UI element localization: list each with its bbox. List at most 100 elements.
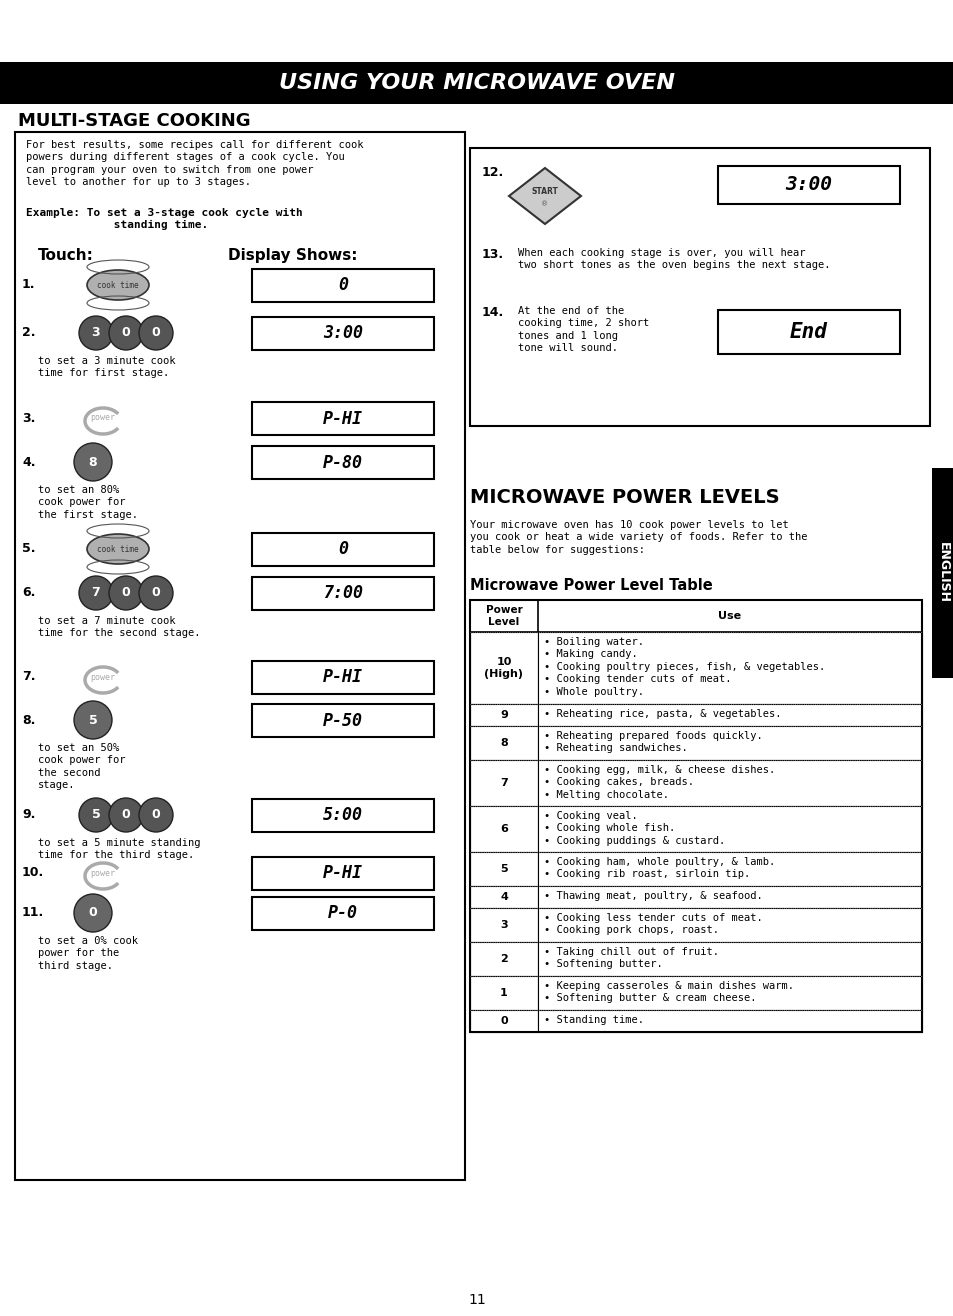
Text: 0: 0 <box>337 541 348 558</box>
Text: ®: ® <box>541 201 548 207</box>
Text: 9.: 9. <box>22 808 35 821</box>
Text: 3:00: 3:00 <box>784 175 832 195</box>
Bar <box>470 704 537 726</box>
Text: • Cooking egg, milk, & cheese dishes.
• Cooking cakes, breads.
• Melting chocola: • Cooking egg, milk, & cheese dishes. • … <box>543 765 775 800</box>
Text: power: power <box>91 869 115 878</box>
Text: START: START <box>531 187 558 196</box>
Text: 0: 0 <box>152 808 160 821</box>
Bar <box>718 166 899 204</box>
Bar <box>537 886 921 908</box>
Text: 8.: 8. <box>22 713 35 726</box>
Text: 7: 7 <box>91 587 100 600</box>
Text: 10.: 10. <box>22 866 44 879</box>
Text: • Taking chill out of fruit.
• Softening butter.: • Taking chill out of fruit. • Softening… <box>543 948 719 970</box>
Bar <box>931 468 953 678</box>
Text: Use: Use <box>718 611 740 621</box>
Text: 9: 9 <box>499 711 507 720</box>
Text: Display Shows:: Display Shows: <box>228 247 357 263</box>
Text: P-HI: P-HI <box>323 669 363 687</box>
Text: power: power <box>91 413 115 422</box>
Text: Example: To set a 3-stage cook cycle with
             standing time.: Example: To set a 3-stage cook cycle wit… <box>26 208 302 230</box>
Text: 3: 3 <box>499 920 507 930</box>
Text: 1: 1 <box>499 988 507 998</box>
Circle shape <box>139 316 172 350</box>
Text: 3:00: 3:00 <box>323 325 363 342</box>
Text: to set a 3 minute cook
time for first stage.: to set a 3 minute cook time for first st… <box>38 357 175 379</box>
Circle shape <box>79 797 112 832</box>
Text: 5: 5 <box>499 865 507 874</box>
Text: P-HI: P-HI <box>323 409 363 428</box>
Circle shape <box>74 894 112 932</box>
Circle shape <box>139 797 172 832</box>
Bar <box>252 857 434 890</box>
Text: P-HI: P-HI <box>323 865 363 883</box>
Text: 2.: 2. <box>22 326 35 340</box>
Text: 0: 0 <box>499 1016 507 1026</box>
Bar <box>470 851 537 886</box>
Text: End: End <box>789 322 827 342</box>
Circle shape <box>79 576 112 611</box>
Text: 6: 6 <box>499 824 507 834</box>
Bar <box>252 704 434 737</box>
Text: 10
(High): 10 (High) <box>484 657 523 679</box>
Bar <box>537 704 921 726</box>
Text: 14.: 14. <box>481 307 504 318</box>
Bar <box>470 976 537 1009</box>
Circle shape <box>109 576 143 611</box>
Bar <box>537 632 921 704</box>
Text: to set an 50%
cook power for
the second
stage.: to set an 50% cook power for the second … <box>38 744 126 790</box>
Bar <box>252 268 434 301</box>
Bar <box>252 898 434 930</box>
Text: • Cooking ham, whole poultry, & lamb.
• Cooking rib roast, sirloin tip.: • Cooking ham, whole poultry, & lamb. • … <box>543 857 775 879</box>
Text: to set a 0% cook
power for the
third stage.: to set a 0% cook power for the third sta… <box>38 936 138 971</box>
Bar <box>537 761 921 805</box>
Text: 7:00: 7:00 <box>323 584 363 603</box>
Bar <box>537 1009 921 1032</box>
Bar <box>252 401 434 436</box>
Text: 6.: 6. <box>22 587 35 600</box>
Text: to set an 80%
cook power for
the first stage.: to set an 80% cook power for the first s… <box>38 486 138 520</box>
Text: 13.: 13. <box>481 247 503 261</box>
Text: 4.: 4. <box>22 455 35 468</box>
Ellipse shape <box>87 270 149 300</box>
Text: 4: 4 <box>499 892 507 901</box>
Text: • Boiling water.
• Making candy.
• Cooking poultry pieces, fish, & vegetables.
•: • Boiling water. • Making candy. • Cooki… <box>543 637 824 696</box>
Bar <box>470 726 537 761</box>
Text: 5: 5 <box>91 808 100 821</box>
Polygon shape <box>509 168 580 224</box>
Text: Power
Level: Power Level <box>485 605 522 626</box>
Text: USING YOUR MICROWAVE OVEN: USING YOUR MICROWAVE OVEN <box>278 72 675 93</box>
Bar <box>470 600 921 632</box>
Bar <box>470 1009 537 1032</box>
Text: 5: 5 <box>89 713 97 726</box>
Text: P-0: P-0 <box>328 904 357 923</box>
Text: 0: 0 <box>121 587 131 600</box>
Text: 0: 0 <box>337 276 348 295</box>
Text: P-50: P-50 <box>323 712 363 729</box>
Bar <box>718 311 899 354</box>
Bar <box>470 632 537 704</box>
Bar <box>15 132 464 1180</box>
Text: 3: 3 <box>91 326 100 340</box>
Text: 11.: 11. <box>22 907 44 920</box>
Bar <box>537 851 921 886</box>
Bar <box>0 62 953 104</box>
Bar <box>470 886 537 908</box>
Text: 7: 7 <box>499 778 507 788</box>
Ellipse shape <box>87 534 149 565</box>
Bar <box>470 908 537 942</box>
Text: Microwave Power Level Table: Microwave Power Level Table <box>470 578 712 594</box>
Text: 0: 0 <box>121 326 131 340</box>
Bar <box>470 600 921 1032</box>
Bar <box>537 976 921 1009</box>
Bar <box>252 533 434 566</box>
Bar <box>252 446 434 479</box>
Text: cook time: cook time <box>97 280 139 290</box>
Circle shape <box>109 797 143 832</box>
Text: 5.: 5. <box>22 542 35 555</box>
Text: • Standing time.: • Standing time. <box>543 1015 643 1025</box>
Circle shape <box>74 443 112 482</box>
Bar <box>252 317 434 350</box>
Text: • Thawing meat, poultry, & seafood.: • Thawing meat, poultry, & seafood. <box>543 891 762 901</box>
Text: 3.: 3. <box>22 412 35 425</box>
